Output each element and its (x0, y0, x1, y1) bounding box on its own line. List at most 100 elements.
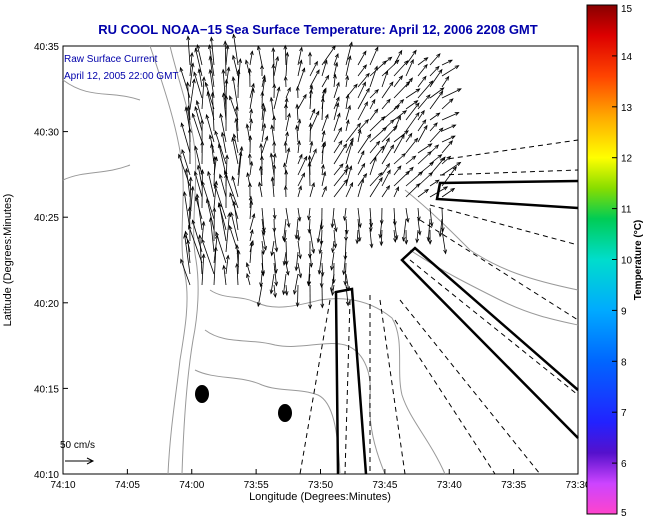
current-arrow-head (283, 75, 288, 81)
current-arrow-head (295, 85, 300, 91)
current-arrow-head (456, 88, 462, 93)
current-arrow-head (272, 152, 277, 158)
current-arrow-head (307, 161, 312, 167)
current-arrow (369, 141, 380, 154)
current-arrow-head (257, 45, 261, 51)
current-arrow (439, 218, 443, 237)
current-arrow (271, 125, 275, 143)
current-arrow-head (428, 171, 434, 177)
x-tick-label: 73:40 (437, 480, 462, 491)
current-arrow-head (422, 75, 427, 81)
current-arrow (201, 221, 205, 242)
current-arrow-head (357, 223, 362, 229)
current-arrow-head (221, 92, 226, 98)
current-arrow-head (235, 243, 240, 249)
current-arrow-head (426, 94, 431, 99)
current-arrow-head (207, 44, 212, 50)
current-arrow-head (183, 233, 187, 239)
current-arrow-head (181, 148, 185, 154)
current-arrow (232, 76, 239, 110)
current-arrow-head (320, 303, 325, 309)
current-arrow-head (272, 163, 277, 169)
current-arrow (381, 81, 394, 99)
current-arrow (261, 229, 267, 250)
current-arrow (405, 138, 418, 154)
current-arrow (201, 77, 205, 110)
current-arrow (223, 93, 227, 121)
sampling-box-east (400, 246, 579, 439)
current-arrow-head (343, 178, 348, 184)
current-arrow (345, 119, 349, 132)
current-arrow-head (287, 86, 291, 92)
current-arrow-head (309, 84, 314, 90)
current-arrow-head (345, 119, 350, 125)
current-arrow (257, 284, 263, 307)
current-arrow (309, 141, 313, 154)
current-arrow (369, 157, 377, 176)
current-arrow (283, 251, 287, 266)
current-arrow-head (450, 135, 456, 140)
current-arrow (416, 229, 419, 243)
current-arrow-head (261, 227, 266, 233)
current-arrow-head (271, 47, 276, 52)
current-arrow-head (321, 130, 326, 136)
y-tick-label: 40:35 (34, 42, 59, 53)
current-arrow (381, 59, 400, 77)
current-arrow-head (315, 110, 320, 116)
current-arrow (381, 169, 391, 187)
current-arrow-head (417, 230, 422, 236)
current-arrow-head (191, 78, 196, 84)
current-arrow-head (269, 152, 274, 158)
current-arrow (285, 132, 288, 143)
current-arrow-head (274, 281, 279, 287)
current-arrow (345, 137, 354, 154)
current-arrow (206, 199, 215, 231)
current-arrow (297, 156, 308, 176)
annotation-line-2: April 12, 2005 22:00 GMT (64, 71, 179, 82)
current-arrow (285, 113, 290, 132)
current-arrow-head (194, 105, 199, 111)
current-arrow (417, 119, 427, 132)
current-arrow-head (286, 147, 291, 153)
current-arrow-head (207, 170, 211, 176)
current-arrow-head (412, 49, 417, 55)
current-arrow (225, 255, 229, 275)
current-arrow-head (196, 164, 201, 170)
current-arrow-head (295, 124, 299, 130)
current-arrow-head (402, 110, 408, 115)
current-arrow-head (245, 123, 250, 129)
current-arrow-head (318, 249, 323, 255)
current-arrow-head (380, 115, 386, 121)
current-arrow-head (330, 223, 335, 229)
current-arrow-head (413, 137, 419, 143)
current-arrow-head (249, 160, 254, 166)
current-arrow (345, 105, 351, 121)
current-arrow (417, 57, 428, 66)
depth-contour (62, 164, 131, 181)
current-arrow (309, 109, 316, 121)
current-arrow-head (248, 135, 253, 140)
current-arrow-head (249, 199, 254, 205)
current-arrow-head (307, 215, 311, 221)
current-arrow-head (245, 262, 250, 268)
current-arrow-head (423, 124, 428, 130)
current-arrow (207, 91, 215, 121)
current-arrow (321, 171, 326, 187)
current-arrow-head (343, 168, 349, 174)
current-arrow-head (249, 50, 254, 56)
current-arrow-head (259, 155, 264, 160)
current-arrow-head (440, 227, 445, 233)
current-arrow-head (239, 145, 244, 151)
current-arrow-head (229, 95, 233, 101)
current-arrow (393, 50, 403, 66)
colorbar-tick-label: 7 (621, 408, 627, 419)
current-arrow (333, 97, 340, 110)
current-arrow-head (272, 140, 277, 146)
current-arrow (333, 229, 336, 248)
current-arrow (441, 207, 444, 232)
current-arrow-head (298, 153, 303, 159)
current-arrow-head (308, 304, 313, 310)
current-arrow (196, 44, 203, 66)
current-arrow-head (251, 213, 256, 219)
current-arrow (318, 251, 323, 274)
